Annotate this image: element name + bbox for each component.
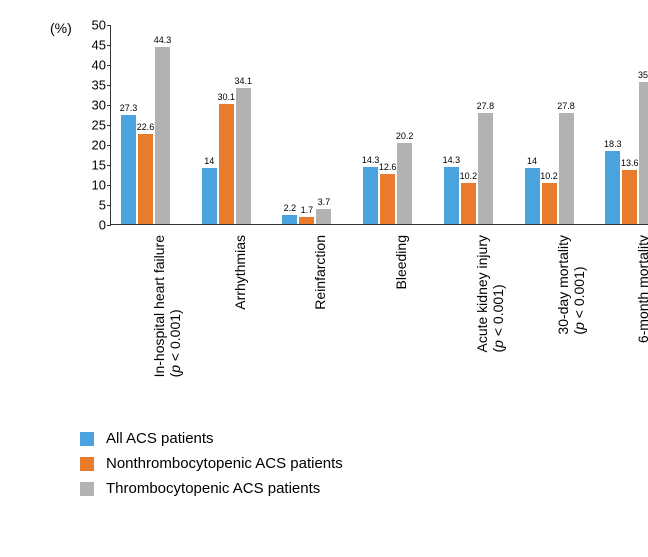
x-axis-category-pval: (p < 0.001) bbox=[167, 235, 183, 377]
bar bbox=[219, 104, 234, 224]
y-tick-label: 40 bbox=[81, 58, 106, 73]
legend-label: Thrombocytopenic ACS patients bbox=[106, 480, 320, 497]
y-tick-mark bbox=[107, 85, 111, 86]
bar bbox=[138, 134, 153, 224]
x-axis-category-text: 6-month mortality bbox=[635, 235, 648, 343]
bar-value-label: 27.8 bbox=[470, 101, 500, 111]
bar-value-label: 3.7 bbox=[309, 197, 339, 207]
x-axis-category-text: In-hospital heart failure bbox=[151, 235, 167, 377]
x-axis-category-text: Acute kidney injury bbox=[474, 235, 490, 353]
bar bbox=[397, 143, 412, 224]
bar bbox=[542, 183, 557, 224]
bar-value-label: 14.3 bbox=[436, 155, 466, 165]
legend-label: All ACS patients bbox=[106, 430, 214, 447]
legend-swatch bbox=[80, 457, 94, 471]
bar-value-label: 18.3 bbox=[598, 139, 628, 149]
bar bbox=[380, 174, 395, 224]
y-tick-label: 0 bbox=[81, 218, 106, 233]
y-tick-label: 15 bbox=[81, 158, 106, 173]
bar-value-label: 27.8 bbox=[551, 101, 581, 111]
y-tick-mark bbox=[107, 205, 111, 206]
x-axis-category-label: In-hospital heart failure(p < 0.001) bbox=[151, 235, 183, 377]
y-tick-label: 5 bbox=[81, 198, 106, 213]
y-tick-label: 10 bbox=[81, 178, 106, 193]
x-axis-category-label: Reinfarction bbox=[312, 235, 328, 310]
x-axis-category-label: Arrhythmias bbox=[232, 235, 248, 310]
x-axis-category-label: 30-day mortality(p < 0.001) bbox=[555, 235, 587, 335]
x-axis-category-label: Acute kidney injury(p < 0.001) bbox=[474, 235, 506, 353]
y-tick-label: 50 bbox=[81, 18, 106, 33]
bar-value-label: 35.4 bbox=[632, 70, 648, 80]
y-tick-mark bbox=[107, 145, 111, 146]
y-tick-mark bbox=[107, 45, 111, 46]
x-axis-category-text: 30-day mortality bbox=[555, 235, 571, 335]
bar bbox=[202, 168, 217, 224]
bar bbox=[559, 113, 574, 224]
y-tick-mark bbox=[107, 225, 111, 226]
bar bbox=[155, 47, 170, 224]
bar bbox=[478, 113, 493, 224]
bar bbox=[639, 82, 648, 224]
y-tick-mark bbox=[107, 125, 111, 126]
y-tick-label: 20 bbox=[81, 138, 106, 153]
y-tick-mark bbox=[107, 105, 111, 106]
legend-label: Nonthrombocytopenic ACS patients bbox=[106, 455, 343, 472]
bar bbox=[236, 88, 251, 224]
y-tick-mark bbox=[107, 65, 111, 66]
x-axis-category-pval: (p < 0.001) bbox=[571, 235, 587, 335]
legend-swatch bbox=[80, 432, 94, 446]
legend-item: Thrombocytopenic ACS patients bbox=[80, 480, 343, 497]
x-axis-category-label: 6-month mortality(p < 0.001) bbox=[635, 235, 648, 343]
y-tick-label: 45 bbox=[81, 38, 106, 53]
bar bbox=[316, 209, 331, 224]
x-axis-category-label: Bleeding bbox=[393, 235, 409, 290]
y-tick-label: 30 bbox=[81, 98, 106, 113]
plot-area: 05101520253035404550In-hospital heart fa… bbox=[110, 25, 648, 225]
x-axis-category-pval: (p < 0.001) bbox=[490, 235, 506, 353]
y-tick-mark bbox=[107, 165, 111, 166]
bar bbox=[282, 215, 297, 224]
bar bbox=[461, 183, 476, 224]
bar-value-label: 34.1 bbox=[228, 76, 258, 86]
bar-value-label: 14 bbox=[517, 156, 547, 166]
bar-value-label: 20.2 bbox=[390, 131, 420, 141]
y-tick-label: 25 bbox=[81, 118, 106, 133]
chart-container: (%) 0 5 10 15 20 25 30 35 40 45 50 In-hospital hear… bbox=[40, 10, 640, 430]
legend-swatch bbox=[80, 482, 94, 496]
legend-item: Nonthrombocytopenic ACS patients bbox=[80, 455, 343, 472]
y-tick-mark bbox=[107, 185, 111, 186]
legend-item: All ACS patients bbox=[80, 430, 343, 447]
bar bbox=[299, 217, 314, 224]
y-tick-label: 35 bbox=[81, 78, 106, 93]
bar-value-label: 44.3 bbox=[148, 35, 178, 45]
bar bbox=[622, 170, 637, 224]
bar bbox=[363, 167, 378, 224]
legend: All ACS patients Nonthrombocytopenic ACS … bbox=[80, 430, 343, 505]
bar-value-label: 27.3 bbox=[114, 103, 144, 113]
y-tick-mark bbox=[107, 25, 111, 26]
y-axis-label: (%) bbox=[50, 20, 72, 36]
